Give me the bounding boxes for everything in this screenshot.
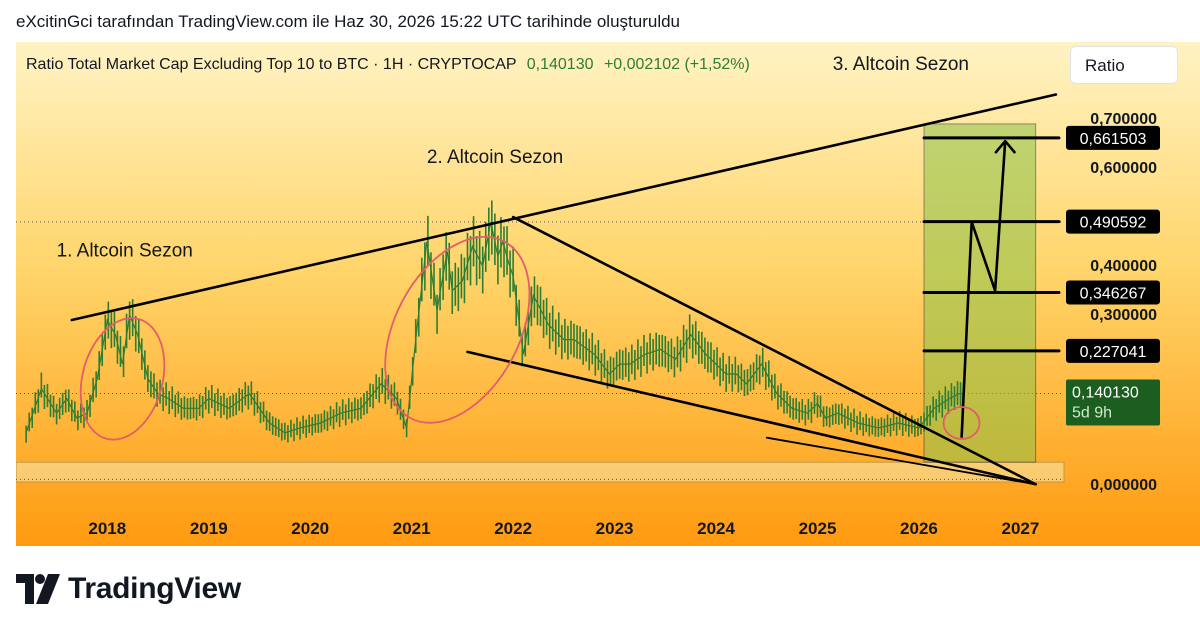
last-price-label: 0,140130 bbox=[1072, 384, 1139, 401]
x-tick-2025: 2025 bbox=[799, 519, 837, 538]
y-tick-0-4: 0,400000 bbox=[1090, 258, 1157, 275]
cycle-2-circle bbox=[384, 235, 531, 424]
breakout-circle bbox=[942, 406, 981, 440]
y-tick-0-6: 0,600000 bbox=[1090, 160, 1157, 177]
y-tick-0-3: 0,300000 bbox=[1090, 307, 1157, 324]
x-tick-2021: 2021 bbox=[393, 519, 431, 538]
inner-trend-line bbox=[765, 436, 1037, 486]
price-label-346267: 0,346267 bbox=[1080, 285, 1147, 302]
x-tick-2020: 2020 bbox=[291, 519, 329, 538]
chart-svg[interactable]: 1. Altcoin Sezon 2. Altcoin Sezon 3. Altco… bbox=[16, 42, 1200, 546]
price-label-490592: 0,490592 bbox=[1080, 215, 1147, 232]
chart-area[interactable]: 1. Altcoin Sezon 2. Altcoin Sezon 3. Altco… bbox=[16, 42, 1200, 546]
last-price-box bbox=[1066, 379, 1160, 426]
x-tick-2023: 2023 bbox=[596, 519, 634, 538]
legend-title: Ratio Total Market Cap Excluding Top 10 … bbox=[26, 56, 517, 73]
arrow-head bbox=[994, 139, 1017, 154]
chart-caption: eXcitinGci tarafından TradingView.com il… bbox=[16, 12, 681, 31]
projection-arrow-path bbox=[960, 141, 1007, 438]
ratio-scale-button[interactable]: Ratio bbox=[1070, 46, 1178, 84]
tradingview-logo-icon bbox=[16, 574, 60, 604]
price-label-490592-box bbox=[1066, 209, 1160, 234]
annotation-2-altcoin-season: 2. Altcoin Sezon bbox=[427, 147, 563, 168]
y-tick-0-0: 0,000000 bbox=[1090, 477, 1157, 494]
legend-last-value: 0,140130 bbox=[526, 56, 594, 73]
x-tick-2024: 2024 bbox=[697, 519, 735, 538]
price-label-661503: 0,661503 bbox=[1080, 131, 1147, 148]
annotation-1-altcoin-season: 1. Altcoin Sezon bbox=[57, 240, 193, 261]
y-tick-0-7: 0,700000 bbox=[1090, 111, 1157, 128]
x-tick-2019: 2019 bbox=[190, 519, 228, 538]
x-tick-2027: 2027 bbox=[1002, 519, 1040, 538]
x-tick-2018: 2018 bbox=[88, 519, 126, 538]
price-label-346267-box bbox=[1066, 280, 1160, 305]
tradingview-brand: TradingView bbox=[68, 572, 241, 605]
descending-trend-line bbox=[511, 215, 1037, 486]
price-label-227041-box bbox=[1066, 338, 1160, 363]
price-label-227041: 0,227041 bbox=[1080, 344, 1147, 361]
x-tick-2022: 2022 bbox=[494, 519, 532, 538]
upper-trend-line bbox=[70, 93, 1058, 322]
lower-trend-line bbox=[466, 350, 1037, 486]
price-series-line bbox=[25, 221, 965, 434]
countdown-label: 5d 9h bbox=[1072, 404, 1112, 421]
chart-legend: Ratio Total Market Cap Excluding Top 10 … bbox=[26, 56, 750, 74]
price-label-661503-box bbox=[1066, 125, 1160, 150]
tradingview-footer: TradingView bbox=[16, 572, 241, 606]
annotation-3-altcoin-season: 3. Altcoin Sezon bbox=[833, 54, 969, 75]
cycle-1-circle bbox=[79, 317, 166, 441]
x-tick-2026: 2026 bbox=[900, 519, 938, 538]
support-band bbox=[16, 461, 1065, 483]
legend-change: +0,002102 (+1,52%) bbox=[603, 56, 750, 73]
